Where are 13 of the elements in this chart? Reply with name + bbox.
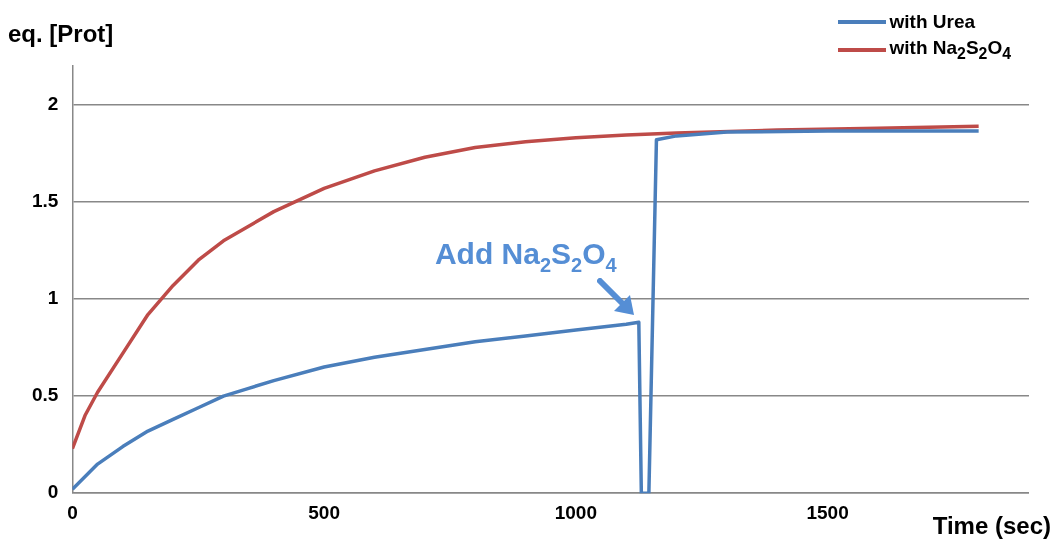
legend-label: with Na$_{2}$S$_{2}$O$_{4}$ bbox=[889, 37, 1011, 63]
y-tick-label: 1 bbox=[47, 287, 59, 309]
x-tick-label: 1000 bbox=[554, 501, 598, 523]
y-tick-label: 0.5 bbox=[31, 384, 59, 406]
y-axis-title: eq. [Prot] bbox=[8, 20, 114, 48]
x-tick-label: 0 bbox=[67, 501, 78, 523]
legend-label: with Urea bbox=[889, 11, 976, 33]
x-axis-title: Time (sec) bbox=[932, 512, 1051, 540]
x-tick-label: 500 bbox=[308, 501, 340, 523]
y-tick-label: 1.5 bbox=[31, 190, 59, 212]
y-tick-label: 0 bbox=[47, 481, 59, 503]
x-tick-label: 1500 bbox=[806, 501, 849, 523]
y-tick-label: 2 bbox=[47, 93, 59, 115]
